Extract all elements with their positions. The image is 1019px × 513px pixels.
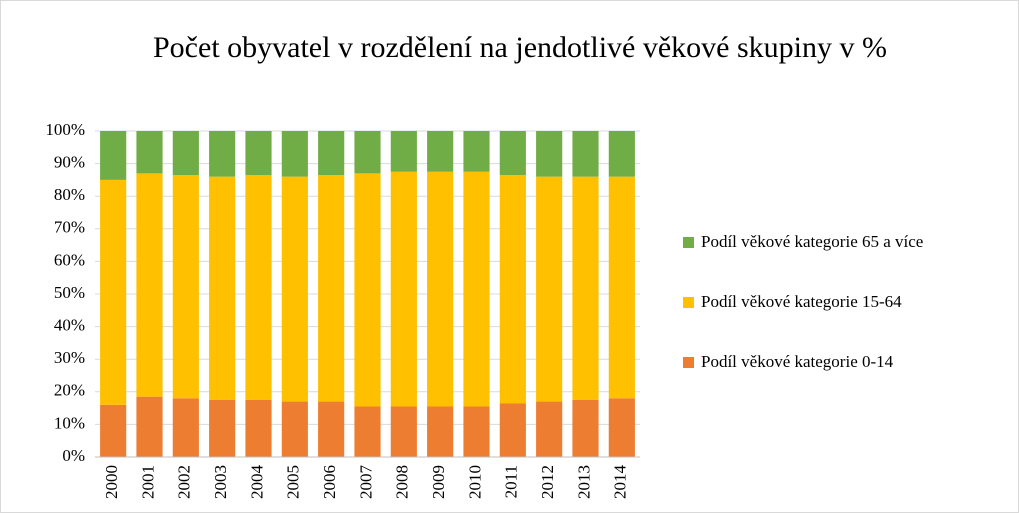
bar-segment — [536, 401, 563, 457]
bar-segment — [427, 131, 454, 172]
bar-segment — [463, 171, 490, 407]
bar-segment — [172, 131, 199, 176]
bar-segment — [136, 131, 163, 174]
x-tick-label: 2005 — [284, 465, 303, 499]
bar-segment — [318, 401, 345, 457]
x-tick-label: 2012 — [538, 465, 557, 499]
bar-segment — [499, 403, 526, 457]
legend: Podíl věkové kategorie 65 a více Podíl vě… — [683, 230, 1003, 410]
bar-segment — [463, 131, 490, 172]
legend-item: Podíl věkové kategorie 15-64 — [683, 290, 1003, 350]
legend-item: Podíl věkové kategorie 0-14 — [683, 350, 1003, 410]
bar-segment — [209, 176, 236, 400]
bar-segment — [572, 131, 599, 177]
y-tick-label: 80% — [54, 185, 85, 204]
legend-swatch — [683, 357, 694, 368]
bar-segment — [100, 179, 127, 405]
bar-segment — [136, 396, 163, 457]
y-tick-label: 10% — [54, 413, 85, 432]
bar-segment — [318, 131, 345, 176]
y-tick-label: 90% — [54, 153, 85, 172]
x-tick-label: 2007 — [356, 465, 375, 500]
y-tick-label: 20% — [54, 381, 85, 400]
x-tick-label: 2001 — [138, 465, 157, 499]
bar-segment — [427, 171, 454, 407]
x-tick-label: 2014 — [611, 465, 630, 500]
bar-segment — [318, 175, 345, 402]
y-tick-label: 70% — [54, 218, 85, 237]
bar-segment — [390, 406, 417, 457]
legend-swatch — [683, 297, 694, 308]
bar-segment — [354, 131, 381, 174]
legend-label: Podíl věkové kategorie 15-64 — [701, 292, 902, 311]
y-tick-label: 0% — [62, 446, 85, 465]
bar-segment — [499, 175, 526, 404]
bar-segment — [100, 131, 127, 180]
bar-segment — [209, 131, 236, 177]
bar-segment — [427, 406, 454, 457]
x-tick-label: 2009 — [429, 465, 448, 499]
x-tick-label: 2003 — [211, 465, 230, 499]
legend-label: Podíl věkové kategorie 0-14 — [701, 352, 894, 371]
bar-segment — [572, 399, 599, 457]
x-tick-label: 2013 — [574, 465, 593, 499]
bar-segment — [281, 131, 308, 177]
x-tick-label: 2010 — [465, 465, 484, 499]
bar-segment — [100, 404, 127, 457]
legend-swatch — [683, 237, 694, 248]
bar-segment — [245, 175, 272, 400]
chart-title: Počet obyvatel v rozdělení na jendotlivé… — [153, 31, 887, 64]
bar-segment — [390, 131, 417, 172]
bar-segment — [390, 171, 417, 407]
bar-segment — [136, 173, 163, 397]
bar-segment — [572, 176, 599, 400]
x-tick-label: 2008 — [393, 465, 412, 499]
bar-segment — [354, 173, 381, 407]
y-tick-label: 30% — [54, 348, 85, 367]
x-tick-label: 2002 — [175, 465, 194, 499]
bar-segment — [172, 398, 199, 457]
bar-segment — [245, 131, 272, 176]
bar-segment — [608, 176, 635, 399]
bar-segment — [209, 399, 236, 457]
bar-segment — [281, 401, 308, 457]
x-tick-label: 2011 — [502, 465, 521, 498]
x-tick-label: 2004 — [247, 465, 266, 500]
bar-segment — [281, 176, 308, 402]
bar-segment — [499, 131, 526, 176]
bar-segment — [536, 176, 563, 402]
y-tick-label: 100% — [45, 120, 85, 139]
x-tick-label: 2006 — [320, 465, 339, 499]
bar-segment — [354, 406, 381, 457]
legend-item: Podíl věkové kategorie 65 a více — [683, 230, 1003, 290]
bar-segment — [608, 131, 635, 177]
y-tick-label: 40% — [54, 316, 85, 335]
bar-segment — [245, 399, 272, 457]
bar-segment — [463, 406, 490, 457]
bar-segment — [172, 175, 199, 399]
legend-label: Podíl věkové kategorie 65 a více — [701, 232, 924, 251]
x-tick-label: 2000 — [102, 465, 121, 499]
bar-segment — [608, 398, 635, 457]
bar-segment — [536, 131, 563, 177]
y-tick-label: 60% — [54, 250, 85, 269]
y-tick-label: 50% — [54, 283, 85, 302]
